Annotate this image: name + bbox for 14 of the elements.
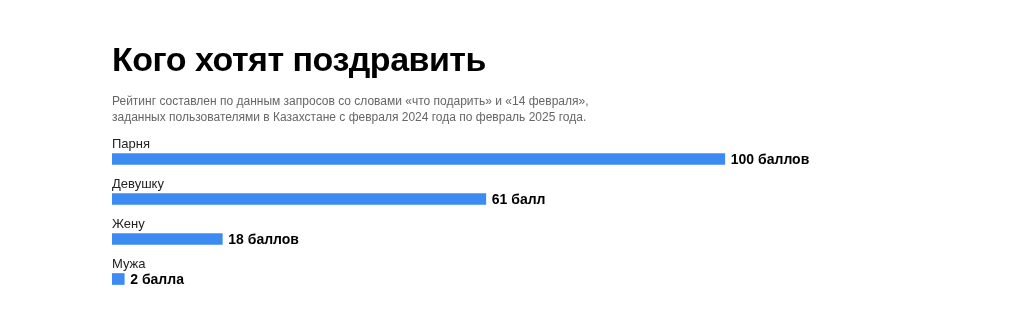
bar: [112, 193, 487, 205]
chart-title: Кого хотят поздравить: [112, 40, 486, 79]
data-label: 18 баллов: [228, 230, 300, 247]
y-tick-label: Девушку: [112, 176, 165, 192]
bar: [112, 153, 726, 165]
data-label: 61 балл: [491, 190, 546, 207]
y-tick-label: Жену: [112, 216, 146, 232]
y-tick-label: Парня: [112, 136, 151, 152]
chart-subtitle: Рейтинг составлен по данным запросов со словами «что подарить» и «14 февраля», заданных пользователями в Казахстане с февраля 2024 года по февраль 2025 года.: [112, 93, 589, 125]
data-label: 100 баллов: [730, 150, 810, 167]
bar: [112, 273, 125, 285]
bar: [112, 233, 223, 245]
y-tick-label: Мужа: [112, 256, 147, 272]
data-label: 2 балла: [130, 270, 185, 287]
